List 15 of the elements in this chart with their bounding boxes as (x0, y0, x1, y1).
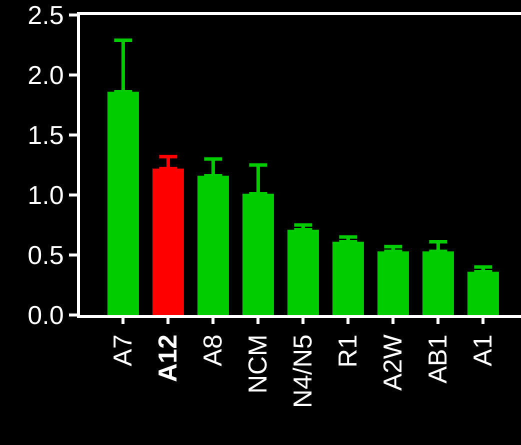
y-tick-label: 2.0 (28, 60, 64, 90)
y-tick-label: 0.0 (28, 300, 64, 330)
y-tick-label: 0.5 (28, 240, 64, 270)
x-tick-label: NCM (242, 334, 273, 394)
x-tick-label: A8 (198, 334, 228, 366)
y-tick-label: 1.0 (28, 180, 64, 210)
y-tick-label: 2.5 (28, 0, 64, 30)
x-tick-label: R1 (332, 334, 363, 368)
y-tick-label: 1.5 (28, 120, 64, 150)
x-tick-label: A7 (108, 334, 138, 366)
x-tick-label: A1 (468, 334, 498, 366)
x-tick-label: AB1 (422, 334, 453, 384)
x-tick-label: A12 (152, 334, 183, 382)
x-tick-label: A2W (378, 334, 408, 391)
x-tick-label: N4/N5 (288, 334, 318, 408)
